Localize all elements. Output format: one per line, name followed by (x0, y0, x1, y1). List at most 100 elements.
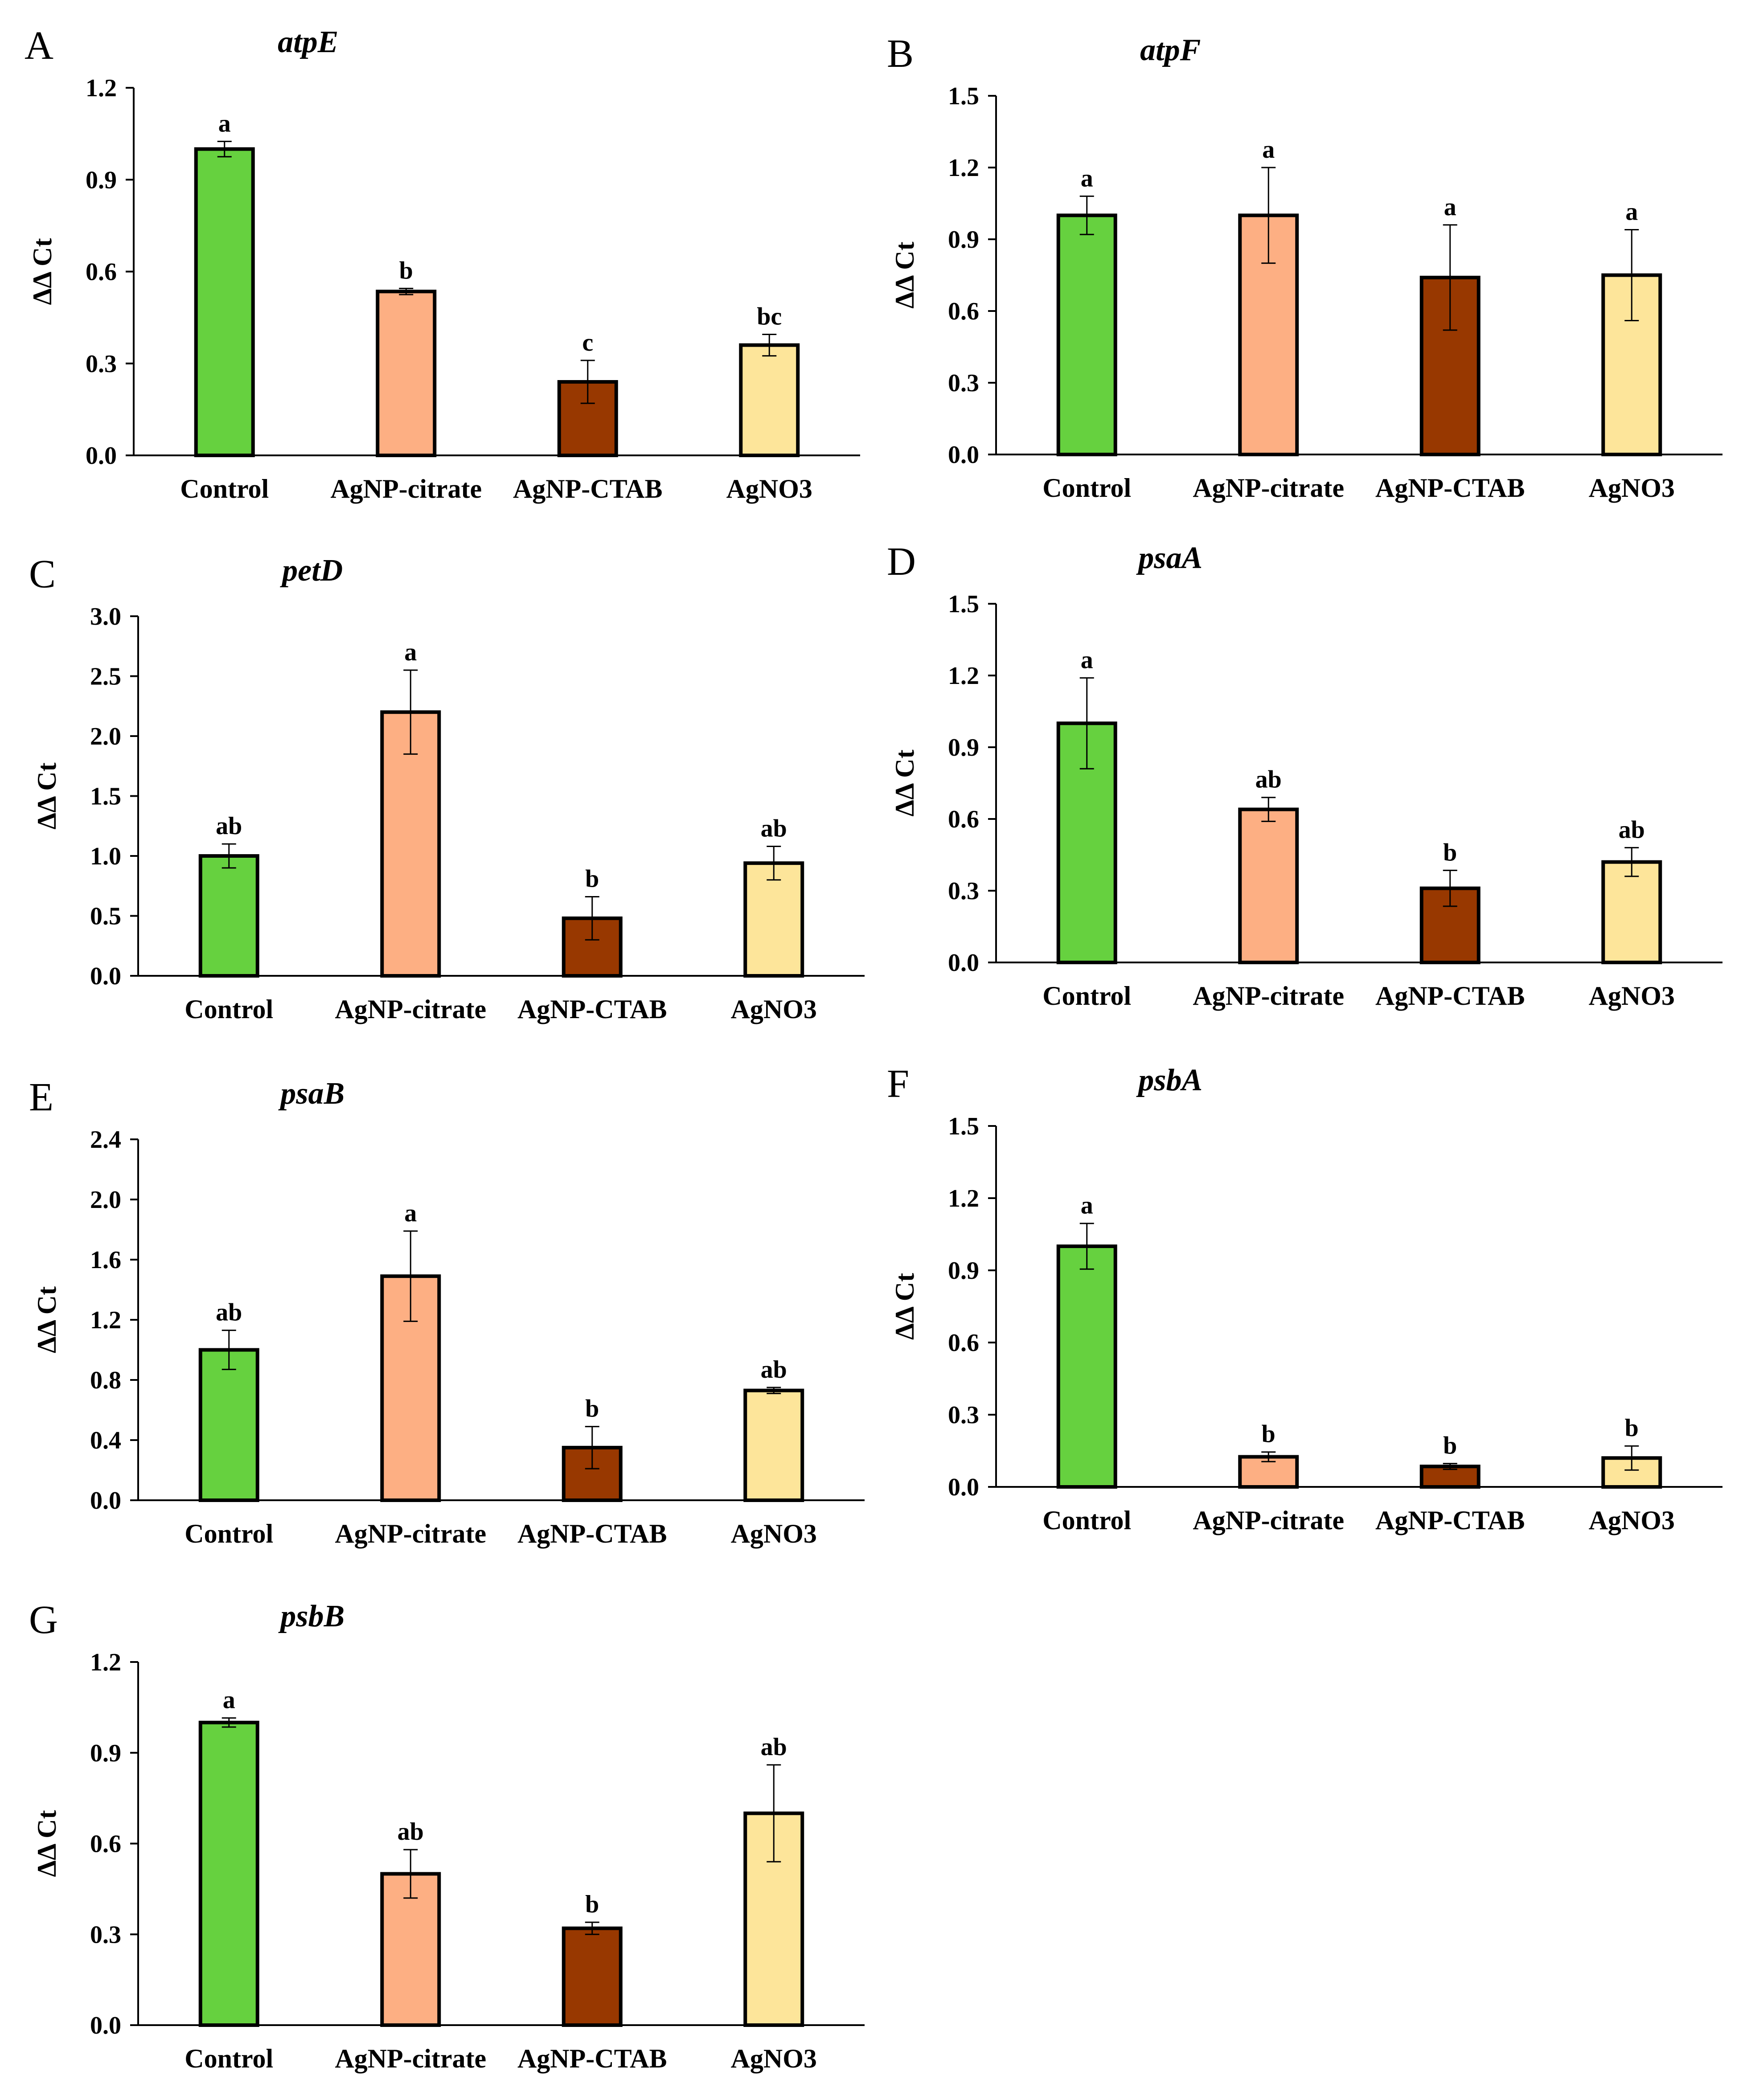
x-category-label: AgNP-citrate (335, 2044, 486, 2073)
significance-letter: b (1443, 1432, 1457, 1460)
bar-agno3 (743, 861, 804, 978)
y-tick-label: 0.0 (948, 441, 979, 469)
x-category-label: AgNP-citrate (330, 474, 482, 504)
significance-letter: ab (761, 815, 787, 842)
y-tick-label: 0.3 (948, 1401, 979, 1429)
x-category-label: Control (185, 995, 273, 1024)
y-axis-label: ΔΔ Ct (890, 242, 919, 308)
y-tick-label: 1.5 (948, 590, 979, 618)
x-category-label: AgNO3 (731, 995, 817, 1024)
y-tick-label: 0.9 (948, 226, 979, 254)
y-tick-label: 1.2 (948, 154, 979, 182)
y-tick-label: 0.0 (86, 442, 117, 470)
significance-letter: a (404, 1199, 417, 1227)
x-category-label: AgNO3 (1589, 981, 1675, 1011)
bar-control (1056, 213, 1117, 457)
significance-letter: a (404, 639, 417, 666)
bar-control (198, 1720, 259, 2027)
significance-letter: b (1262, 1420, 1275, 1448)
significance-letter: ab (1619, 816, 1645, 843)
y-tick-label: 0.6 (86, 258, 117, 286)
y-axis-label: ΔΔ Ct (32, 1810, 62, 1877)
significance-letter: a (218, 110, 231, 137)
y-tick-label: 0.3 (86, 350, 117, 378)
bar-agno3 (743, 1388, 804, 1502)
x-category-label: AgNP-citrate (1193, 473, 1344, 503)
chart-title: psaA (1136, 541, 1202, 575)
bar-agno3 (1601, 273, 1662, 456)
x-category-label: AgNO3 (1589, 1506, 1675, 1535)
y-tick-label: 1.5 (948, 82, 979, 110)
significance-letter: a (223, 1687, 235, 1714)
significance-letter: b (1443, 839, 1457, 866)
x-category-label: AgNP-CTAB (1375, 1506, 1525, 1535)
y-axis-label: ΔΔ Ct (890, 1273, 919, 1340)
y-tick-label: 0.0 (90, 962, 121, 990)
bar-agno3 (1601, 860, 1662, 964)
significance-letter: a (1081, 1192, 1093, 1220)
y-tick-label: 1.2 (90, 1649, 121, 1676)
y-tick-label: 2.5 (90, 663, 121, 691)
y-tick-label: 0.8 (90, 1367, 121, 1394)
y-tick-label: 1.2 (86, 74, 117, 102)
y-tick-label: 0.0 (90, 2012, 121, 2039)
x-category-label: AgNO3 (1589, 473, 1675, 503)
x-category-label: Control (185, 1519, 273, 1548)
significance-letter: b (585, 1395, 599, 1423)
x-category-label: AgNP-citrate (1193, 981, 1344, 1011)
y-tick-label: 1.5 (948, 1113, 979, 1140)
significance-letter: b (585, 865, 599, 892)
x-category-label: AgNP-CTAB (517, 995, 667, 1024)
x-category-label: AgNO3 (726, 474, 812, 504)
chart-title: petD (280, 553, 343, 588)
y-tick-label: 0.6 (948, 806, 979, 833)
significance-letter: bc (757, 303, 782, 330)
x-category-label: Control (1042, 473, 1131, 503)
x-category-label: AgNP-citrate (335, 995, 486, 1024)
y-axis-label: ΔΔ Ct (32, 762, 62, 829)
significance-letter: a (1081, 164, 1093, 192)
bar-control (194, 147, 255, 457)
significance-letter: b (585, 1891, 599, 1918)
x-category-label: Control (180, 474, 269, 504)
x-category-label: AgNP-CTAB (517, 1519, 667, 1548)
x-category-label: AgNP-citrate (1193, 1506, 1344, 1535)
significance-letter: c (582, 329, 593, 356)
y-tick-label: 0.0 (948, 1474, 979, 1501)
panel-letter: B (887, 32, 914, 76)
y-tick-label: 0.6 (948, 298, 979, 325)
x-category-label: AgNP-CTAB (1375, 473, 1525, 503)
panel-letter: A (25, 24, 53, 68)
significance-letter: ab (216, 1299, 242, 1326)
chart-title: psbA (1136, 1063, 1202, 1097)
panel-letter: C (29, 552, 56, 596)
x-category-label: AgNO3 (731, 1519, 817, 1548)
bar-agnp-citrate (376, 290, 437, 457)
x-category-label: Control (1042, 1506, 1131, 1535)
y-tick-label: 1.0 (90, 843, 121, 870)
y-tick-label: 1.2 (948, 1185, 979, 1212)
significance-letter: ab (216, 812, 242, 840)
panel-letter: G (29, 1598, 58, 1642)
significance-letter: b (399, 257, 413, 284)
x-category-label: Control (1042, 981, 1131, 1011)
chart-title: atpF (1140, 33, 1201, 67)
y-tick-label: 0.0 (948, 949, 979, 977)
significance-letter: a (1625, 198, 1638, 226)
y-tick-label: 1.2 (90, 1306, 121, 1334)
y-tick-label: 0.9 (948, 734, 979, 761)
y-tick-label: 0.3 (90, 1921, 121, 1949)
y-tick-label: 0.3 (948, 877, 979, 905)
y-axis-label: ΔΔ Ct (28, 238, 57, 305)
x-category-label: AgNP-citrate (335, 1519, 486, 1548)
y-tick-label: 0.5 (90, 903, 121, 930)
panel-letter: D (887, 540, 916, 584)
y-tick-label: 0.6 (90, 1830, 121, 1858)
chart-title: psaB (278, 1077, 344, 1111)
